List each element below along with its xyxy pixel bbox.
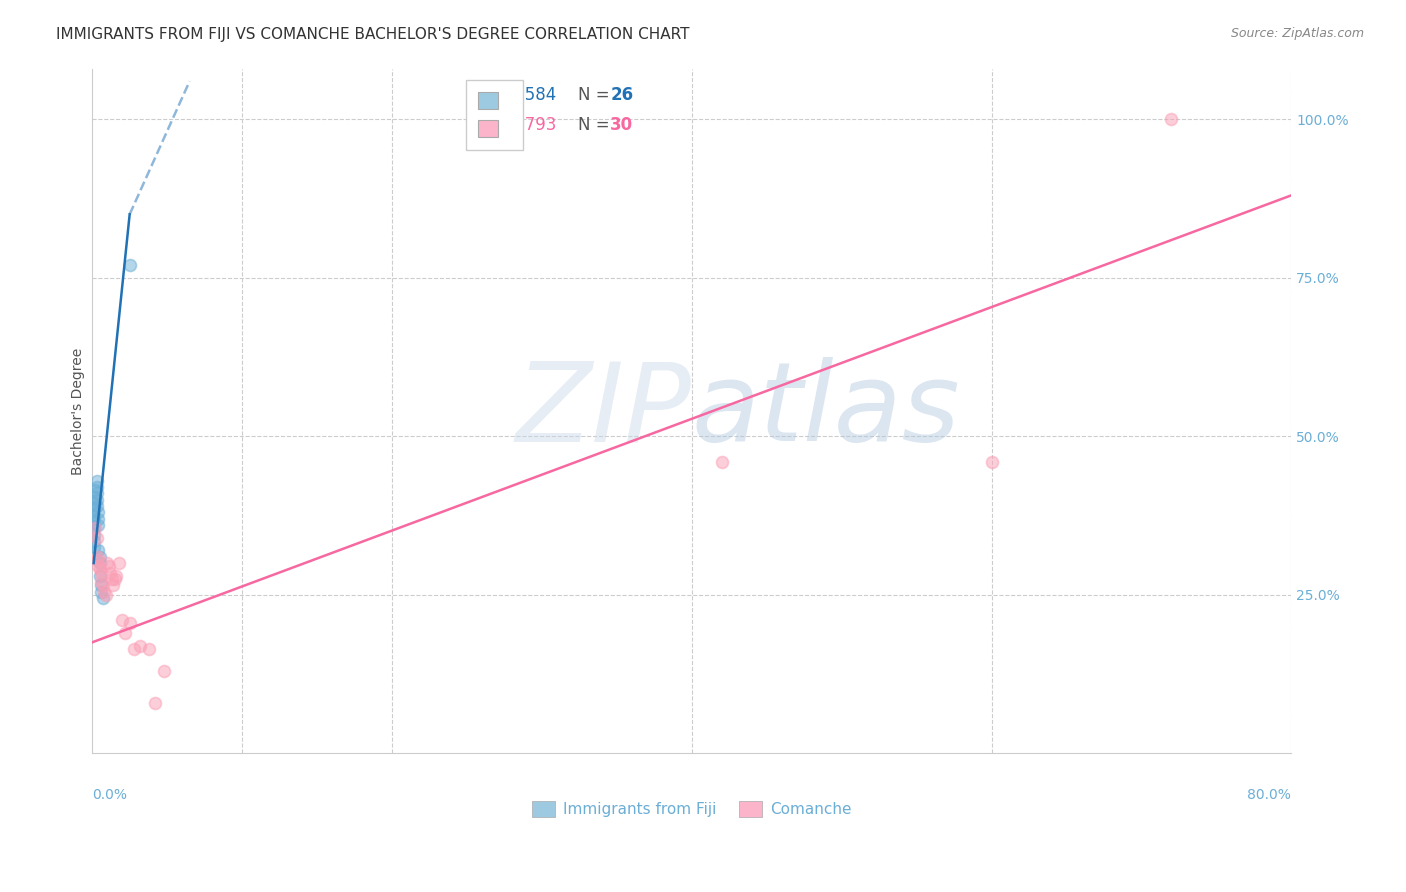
Point xyxy=(138,641,160,656)
Point xyxy=(710,455,733,469)
Point xyxy=(83,527,105,541)
Text: 26: 26 xyxy=(610,86,633,103)
Point xyxy=(91,578,114,592)
Point xyxy=(86,553,108,567)
Point xyxy=(90,566,112,580)
Point xyxy=(122,641,145,656)
Point xyxy=(93,584,115,599)
Point xyxy=(94,588,117,602)
Point xyxy=(129,639,152,653)
Point xyxy=(89,549,111,564)
Point xyxy=(86,480,108,494)
Point xyxy=(111,613,134,627)
Point xyxy=(83,508,105,523)
Point xyxy=(108,556,131,570)
Text: 30: 30 xyxy=(610,117,633,135)
Point xyxy=(83,502,105,516)
Point xyxy=(87,518,110,533)
Text: atlas: atlas xyxy=(692,358,960,465)
Text: N =: N = xyxy=(578,117,614,135)
Point xyxy=(153,664,176,678)
Point xyxy=(980,455,1002,469)
Point xyxy=(97,559,120,574)
Point xyxy=(83,533,105,548)
Point xyxy=(87,559,110,574)
Text: IMMIGRANTS FROM FIJI VS COMANCHE BACHELOR'S DEGREE CORRELATION CHART: IMMIGRANTS FROM FIJI VS COMANCHE BACHELO… xyxy=(56,27,690,42)
Point xyxy=(105,568,128,582)
Point xyxy=(87,511,110,525)
Point xyxy=(104,572,127,586)
Point xyxy=(86,531,108,545)
Point xyxy=(143,696,166,710)
Point xyxy=(87,505,110,519)
Point xyxy=(91,591,114,605)
Point xyxy=(83,540,105,554)
Point xyxy=(86,486,108,500)
Text: 0.793: 0.793 xyxy=(509,117,557,135)
Point xyxy=(84,496,107,510)
Point xyxy=(90,584,112,599)
Point xyxy=(118,258,141,272)
Text: 0.0%: 0.0% xyxy=(93,788,127,802)
Point xyxy=(86,499,108,513)
Text: ZIP: ZIP xyxy=(516,358,692,465)
Point xyxy=(87,543,110,558)
Text: 80.0%: 80.0% xyxy=(1247,788,1291,802)
Text: R =: R = xyxy=(474,117,509,135)
Point xyxy=(96,556,118,570)
Point xyxy=(86,474,108,488)
Text: R =: R = xyxy=(474,86,509,103)
Point xyxy=(101,578,124,592)
Point xyxy=(84,490,107,504)
Point xyxy=(90,578,112,592)
Point xyxy=(86,492,108,507)
Point xyxy=(118,616,141,631)
Point xyxy=(100,572,122,586)
Text: Source: ZipAtlas.com: Source: ZipAtlas.com xyxy=(1230,27,1364,40)
Y-axis label: Bachelor's Degree: Bachelor's Degree xyxy=(72,347,86,475)
Point xyxy=(83,515,105,529)
Point xyxy=(87,549,110,564)
Point xyxy=(90,575,112,590)
Point xyxy=(89,568,111,582)
Legend: Immigrants from Fiji, Comanche: Immigrants from Fiji, Comanche xyxy=(526,795,858,823)
Point xyxy=(98,566,121,580)
Point xyxy=(84,521,107,535)
Point xyxy=(114,625,136,640)
Point xyxy=(1160,112,1182,127)
Text: 0.584: 0.584 xyxy=(509,86,557,103)
Point xyxy=(89,562,111,576)
Point xyxy=(84,483,107,498)
Point xyxy=(83,521,105,535)
Point xyxy=(89,556,111,570)
Text: N =: N = xyxy=(578,86,614,103)
